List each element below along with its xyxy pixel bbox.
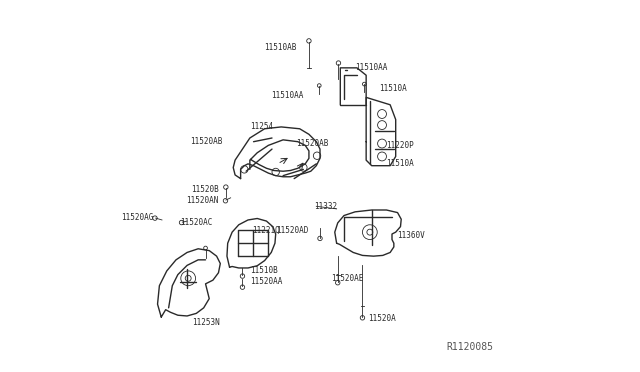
Text: 11220P: 11220P <box>387 141 414 150</box>
Text: 11510A: 11510A <box>379 84 407 93</box>
Text: 11520AE: 11520AE <box>331 274 364 283</box>
Text: 11520B: 11520B <box>191 185 218 194</box>
Text: 11360V: 11360V <box>397 231 426 240</box>
Text: 11510AA: 11510AA <box>355 63 387 72</box>
Text: 11253N: 11253N <box>193 318 220 327</box>
Text: R1120085: R1120085 <box>447 342 493 352</box>
Text: 11520A: 11520A <box>368 314 396 323</box>
Text: 11510B: 11510B <box>250 266 278 275</box>
Text: 11520AB: 11520AB <box>296 139 328 148</box>
Text: 11510AB: 11510AB <box>264 43 296 52</box>
Text: 11520AG: 11520AG <box>122 213 154 222</box>
Text: 11520AD: 11520AD <box>276 226 309 235</box>
Text: 11510A: 11510A <box>387 159 414 169</box>
Text: 11510AA: 11510AA <box>271 91 303 100</box>
Text: 11520AN: 11520AN <box>186 196 218 205</box>
Text: 11520AC: 11520AC <box>180 218 212 227</box>
Text: 11332: 11332 <box>314 202 337 211</box>
Text: 11254: 11254 <box>250 122 273 131</box>
Text: 11520AA: 11520AA <box>250 278 282 286</box>
Text: 11520AB: 11520AB <box>190 137 222 146</box>
Text: 11221Q: 11221Q <box>252 226 280 235</box>
